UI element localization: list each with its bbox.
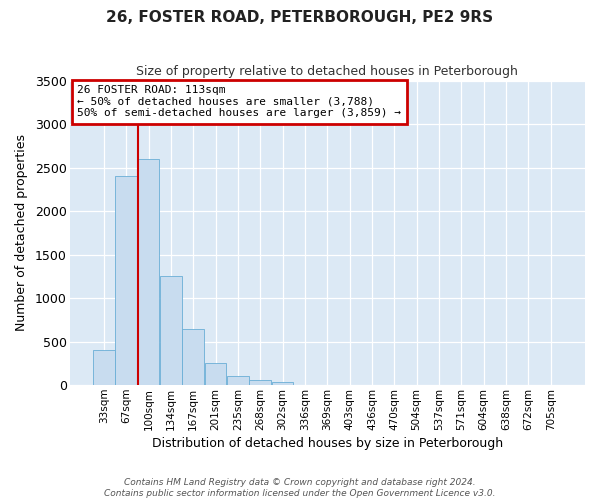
Bar bbox=[115, 176, 137, 385]
Bar bbox=[227, 376, 249, 385]
Text: Contains HM Land Registry data © Crown copyright and database right 2024.
Contai: Contains HM Land Registry data © Crown c… bbox=[104, 478, 496, 498]
Title: Size of property relative to detached houses in Peterborough: Size of property relative to detached ho… bbox=[136, 65, 518, 78]
Bar bbox=[138, 159, 160, 385]
Bar bbox=[160, 276, 182, 385]
Bar bbox=[93, 350, 115, 385]
Bar bbox=[182, 330, 204, 385]
X-axis label: Distribution of detached houses by size in Peterborough: Distribution of detached houses by size … bbox=[152, 437, 503, 450]
Bar bbox=[205, 362, 226, 385]
Y-axis label: Number of detached properties: Number of detached properties bbox=[15, 134, 28, 332]
Bar bbox=[272, 382, 293, 385]
Bar bbox=[250, 380, 271, 385]
Text: 26 FOSTER ROAD: 113sqm
← 50% of detached houses are smaller (3,788)
50% of semi-: 26 FOSTER ROAD: 113sqm ← 50% of detached… bbox=[77, 85, 401, 118]
Text: 26, FOSTER ROAD, PETERBOROUGH, PE2 9RS: 26, FOSTER ROAD, PETERBOROUGH, PE2 9RS bbox=[106, 10, 494, 25]
